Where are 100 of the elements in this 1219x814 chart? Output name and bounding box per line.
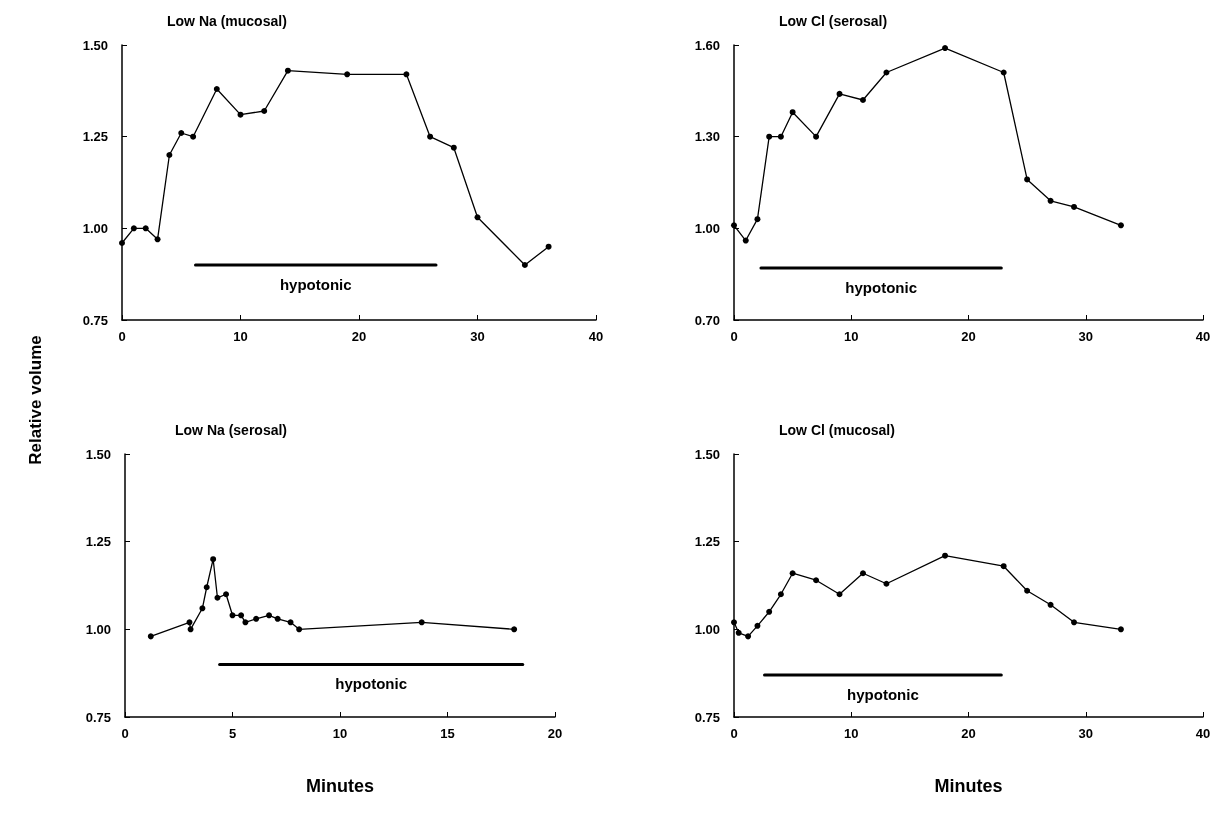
point: [210, 556, 217, 563]
point: [119, 240, 125, 246]
point: [813, 577, 820, 584]
x-tick-label: 20: [961, 726, 976, 741]
point: [1024, 587, 1031, 594]
y-axis-title: Relative volume: [26, 335, 46, 465]
y-tick-label: 0.70: [694, 312, 720, 328]
point: [178, 130, 185, 136]
x-tick-label: 30: [1078, 329, 1093, 344]
y-tick-label: 0.75: [85, 709, 111, 725]
x-tick-label: 5: [228, 726, 237, 741]
point: [766, 133, 773, 140]
point: [777, 133, 784, 140]
x-tick-label: 20: [351, 329, 367, 344]
x-tick-label: 0: [730, 726, 738, 741]
x-tick-label: 30: [470, 329, 485, 344]
point: [130, 225, 137, 232]
x-tick-label: 40: [1195, 726, 1211, 741]
x-tick-label: 0: [730, 329, 738, 344]
point: [190, 133, 197, 140]
x-tick-label: 0: [118, 329, 126, 344]
point: [187, 626, 194, 633]
point: [859, 570, 866, 577]
point: [450, 144, 457, 151]
point: [883, 580, 890, 587]
point: [1071, 203, 1078, 210]
y-tick-label: 1.00: [694, 220, 720, 236]
point: [1047, 197, 1054, 204]
point: [142, 225, 149, 232]
point: [731, 222, 737, 229]
point: [754, 216, 761, 223]
y-tick-label: 0.75: [694, 709, 720, 725]
x-tick-label: 20: [961, 329, 976, 344]
x-tick-label: 40: [588, 329, 604, 344]
y-tick-label: 1.50: [82, 37, 108, 53]
point: [731, 619, 737, 626]
y-tick-label: 1.50: [694, 446, 720, 462]
point: [213, 86, 220, 92]
point: [545, 243, 552, 250]
x-tick-label: 10: [233, 329, 248, 344]
point: [836, 591, 843, 598]
point: [1071, 619, 1078, 626]
y-tick-label: 0.75: [82, 312, 108, 328]
x-tick-label: 20: [547, 726, 563, 741]
x-tick-label: 30: [1078, 726, 1093, 741]
point: [166, 152, 173, 158]
y-tick-label: 1.60: [694, 37, 720, 53]
series-label: hypotonic: [847, 685, 919, 703]
point: [223, 591, 230, 598]
point: [214, 594, 221, 601]
y-tick-label: 1.00: [85, 621, 111, 637]
chart-title: Low Cl (serosal): [779, 13, 888, 29]
y-tick-label: 1.00: [82, 220, 108, 236]
point: [266, 612, 273, 619]
point: [242, 619, 249, 626]
point: [147, 633, 154, 640]
point: [274, 615, 281, 622]
y-tick-label: 1.50: [85, 446, 111, 462]
point: [229, 612, 236, 619]
point: [754, 622, 761, 629]
chart-title: Low Na (serosal): [175, 422, 288, 438]
point: [284, 67, 291, 74]
chart-title: Low Na (mucosal): [167, 13, 287, 29]
y-tick-label: 1.00: [694, 621, 720, 637]
y-tick-label: 1.25: [694, 534, 720, 550]
y-tick-label: 1.25: [85, 534, 111, 550]
point: [942, 45, 949, 52]
x-tick-label: 10: [332, 726, 348, 741]
point: [942, 552, 949, 559]
point: [859, 97, 866, 103]
point: [836, 90, 843, 97]
point: [203, 584, 210, 591]
point: [735, 629, 742, 636]
point: [1117, 222, 1124, 229]
point: [427, 133, 434, 140]
point: [521, 262, 528, 268]
x-tick-label: 0: [121, 726, 129, 741]
point: [1000, 563, 1007, 570]
point: [238, 612, 245, 619]
point: [1047, 601, 1054, 608]
point: [261, 108, 268, 114]
point: [813, 133, 820, 140]
x-tick-label: 10: [844, 726, 859, 741]
point: [789, 109, 796, 116]
point: [777, 591, 784, 598]
point: [154, 236, 161, 243]
point: [403, 71, 410, 78]
point: [766, 608, 773, 615]
point: [287, 619, 294, 626]
x-tick-label: 40: [1195, 329, 1211, 344]
point: [789, 570, 796, 577]
x-tick-label: 10: [844, 329, 859, 344]
x-axis-title: Minutes: [305, 776, 375, 796]
point: [253, 615, 260, 622]
point: [1117, 626, 1124, 633]
x-tick-label: 15: [440, 726, 455, 741]
point: [418, 619, 425, 626]
series-label: hypotonic: [279, 276, 352, 293]
y-tick-label: 1.30: [694, 129, 720, 145]
point: [511, 626, 518, 633]
